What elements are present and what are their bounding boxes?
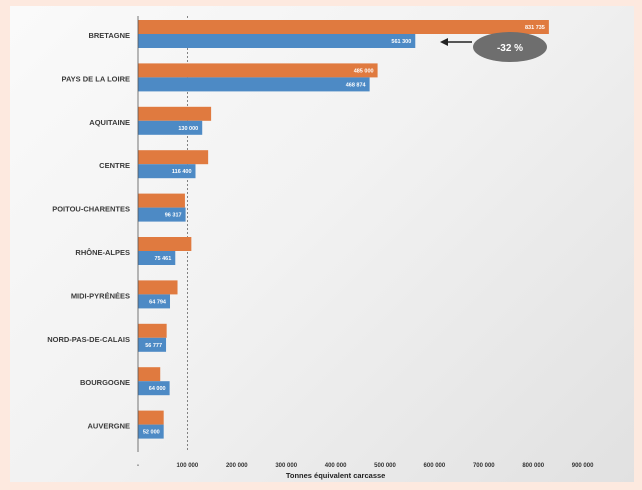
x-tick-label: 700 000: [473, 463, 495, 469]
data-label: 116 400: [172, 169, 192, 175]
category-label: NORD-PAS-DE-CALAIS: [47, 335, 130, 344]
x-axis-title: Tonnes équivalent carcasse: [286, 471, 386, 480]
bar-blue: [138, 251, 176, 265]
bar-orange: [138, 20, 549, 34]
bar-orange: [138, 323, 167, 338]
bar-orange: [138, 237, 192, 251]
x-tick-label: 600 000: [424, 463, 446, 469]
data-label: 468 874: [346, 82, 367, 88]
x-tick-label: 800 000: [522, 463, 544, 469]
bar-blue: [138, 34, 416, 48]
callout-arrow-head: [440, 38, 448, 46]
data-label: 56 777: [145, 343, 162, 349]
data-label: 64 000: [149, 386, 166, 392]
category-label: AQUITAINE: [89, 118, 130, 127]
bar-orange: [138, 410, 164, 425]
bar-orange: [138, 193, 185, 208]
bar-blue: [138, 120, 203, 135]
x-tick-label: 500 000: [374, 463, 396, 469]
data-label: 52 000: [143, 430, 160, 436]
bars-group: 831 735 561 300 485 000 468 874 130 000 116 4…: [138, 20, 549, 439]
data-label: 831 735: [525, 25, 545, 31]
x-tick-label: -: [137, 463, 139, 469]
data-label: 96 317: [165, 213, 182, 219]
bar-blue: [138, 381, 170, 396]
callout-text: -32 %: [497, 43, 523, 54]
bar-blue: [138, 77, 370, 92]
category-label: MIDI-PYRÉNÉES: [71, 291, 130, 300]
callout-bubble: [473, 32, 547, 62]
x-tick-label: 200 000: [226, 463, 248, 469]
category-labels: BRETAGNE PAYS DE LA LOIRE AQUITAINE CENTRE P…: [47, 31, 130, 431]
category-label: PAYS DE LA LOIRE: [62, 74, 131, 83]
chart-frame: 831 735 561 300 485 000 468 874 130 000 116 4…: [10, 6, 634, 482]
bar-orange: [138, 367, 161, 382]
bar-orange: [138, 106, 212, 121]
category-label: BRETAGNE: [88, 31, 130, 40]
category-label: AUVERGNE: [87, 422, 130, 431]
data-label: 130 000: [178, 126, 198, 132]
reduction-callout: -32 %: [440, 32, 547, 62]
bar-chart: 831 735 561 300 485 000 468 874 130 000 116 4…: [47, 16, 594, 480]
x-tick-labels: - 100 000 200 000 300 000 400 000 500 000 600 …: [137, 463, 594, 469]
data-label: 64 794: [149, 299, 167, 305]
x-tick-label: 300 000: [275, 463, 297, 469]
data-label: 485 000: [354, 68, 374, 74]
category-label: CENTRE: [99, 161, 130, 170]
bar-blue: [138, 424, 164, 439]
x-tick-label: 900 000: [572, 463, 594, 469]
bar-blue: [138, 294, 171, 309]
bar-orange: [138, 63, 378, 78]
x-tick-label: 100 000: [177, 463, 199, 469]
bar-blue: [138, 337, 167, 352]
bar-blue: [138, 164, 196, 179]
data-label: 561 300: [391, 39, 411, 45]
category-label: RHÔNE-ALPES: [75, 248, 130, 257]
category-label: POITOU-CHARENTES: [52, 205, 130, 214]
category-label: BOURGOGNE: [80, 378, 130, 387]
x-tick-label: 400 000: [325, 463, 347, 469]
bar-orange: [138, 280, 178, 295]
bar-orange: [138, 150, 209, 165]
bar-blue: [138, 207, 186, 222]
data-label: 75 461: [154, 256, 171, 262]
